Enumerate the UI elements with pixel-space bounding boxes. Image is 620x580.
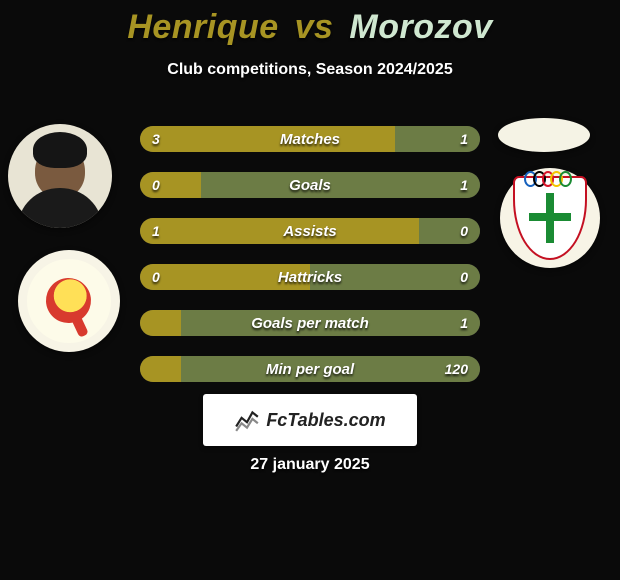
bar-track bbox=[140, 310, 480, 336]
bar-left-fill bbox=[140, 356, 181, 382]
paddle-crest-icon bbox=[27, 259, 111, 343]
player1-avatar bbox=[8, 124, 112, 228]
bar-right-fill bbox=[419, 218, 480, 244]
bar-track bbox=[140, 172, 480, 198]
branding-panel: FcTables.com bbox=[203, 394, 417, 446]
bar-right-fill bbox=[181, 356, 480, 382]
paddle-icon bbox=[39, 271, 99, 331]
bar-left-fill bbox=[140, 172, 201, 198]
stat-row: Matches31 bbox=[140, 126, 480, 152]
player2-name: Morozov bbox=[349, 8, 492, 46]
bar-right-fill bbox=[201, 172, 480, 198]
chart-icon bbox=[234, 407, 260, 433]
stat-row: Hattricks00 bbox=[140, 264, 480, 290]
player2-badge bbox=[498, 118, 590, 152]
stat-row: Min per goal120 bbox=[140, 356, 480, 382]
vs-separator: vs bbox=[295, 8, 334, 46]
stat-row: Goals01 bbox=[140, 172, 480, 198]
stat-row: Assists10 bbox=[140, 218, 480, 244]
branding-text: FcTables.com bbox=[266, 410, 385, 431]
bar-left-fill bbox=[140, 126, 395, 152]
ring-icon bbox=[559, 171, 572, 187]
bar-track bbox=[140, 264, 480, 290]
bar-right-fill bbox=[310, 264, 480, 290]
bar-track bbox=[140, 126, 480, 152]
fcpf-crest-icon bbox=[513, 176, 587, 260]
bar-track bbox=[140, 356, 480, 382]
bar-track bbox=[140, 218, 480, 244]
bar-right-fill bbox=[395, 126, 480, 152]
olympic-rings-icon bbox=[528, 171, 572, 189]
bar-left-fill bbox=[140, 264, 310, 290]
bar-right-fill bbox=[181, 310, 480, 336]
subtitle: Club competitions, Season 2024/2025 bbox=[0, 61, 620, 79]
cross-horizontal bbox=[529, 213, 570, 221]
bar-left-fill bbox=[140, 310, 181, 336]
player2-club-crest bbox=[500, 168, 600, 268]
comparison-date: 27 january 2025 bbox=[0, 456, 620, 474]
player1-club-crest bbox=[18, 250, 120, 352]
player1-name: Henrique bbox=[127, 8, 278, 46]
bar-left-fill bbox=[140, 218, 419, 244]
avatar-shoulders bbox=[18, 188, 101, 228]
avatar-hair bbox=[33, 132, 87, 167]
comparison-title: Henrique vs Morozov bbox=[0, 8, 620, 47]
stat-row: Goals per match1 bbox=[140, 310, 480, 336]
stat-bars: Matches31 Goals01 Assists10 Hattricks00 Goal… bbox=[140, 126, 480, 402]
